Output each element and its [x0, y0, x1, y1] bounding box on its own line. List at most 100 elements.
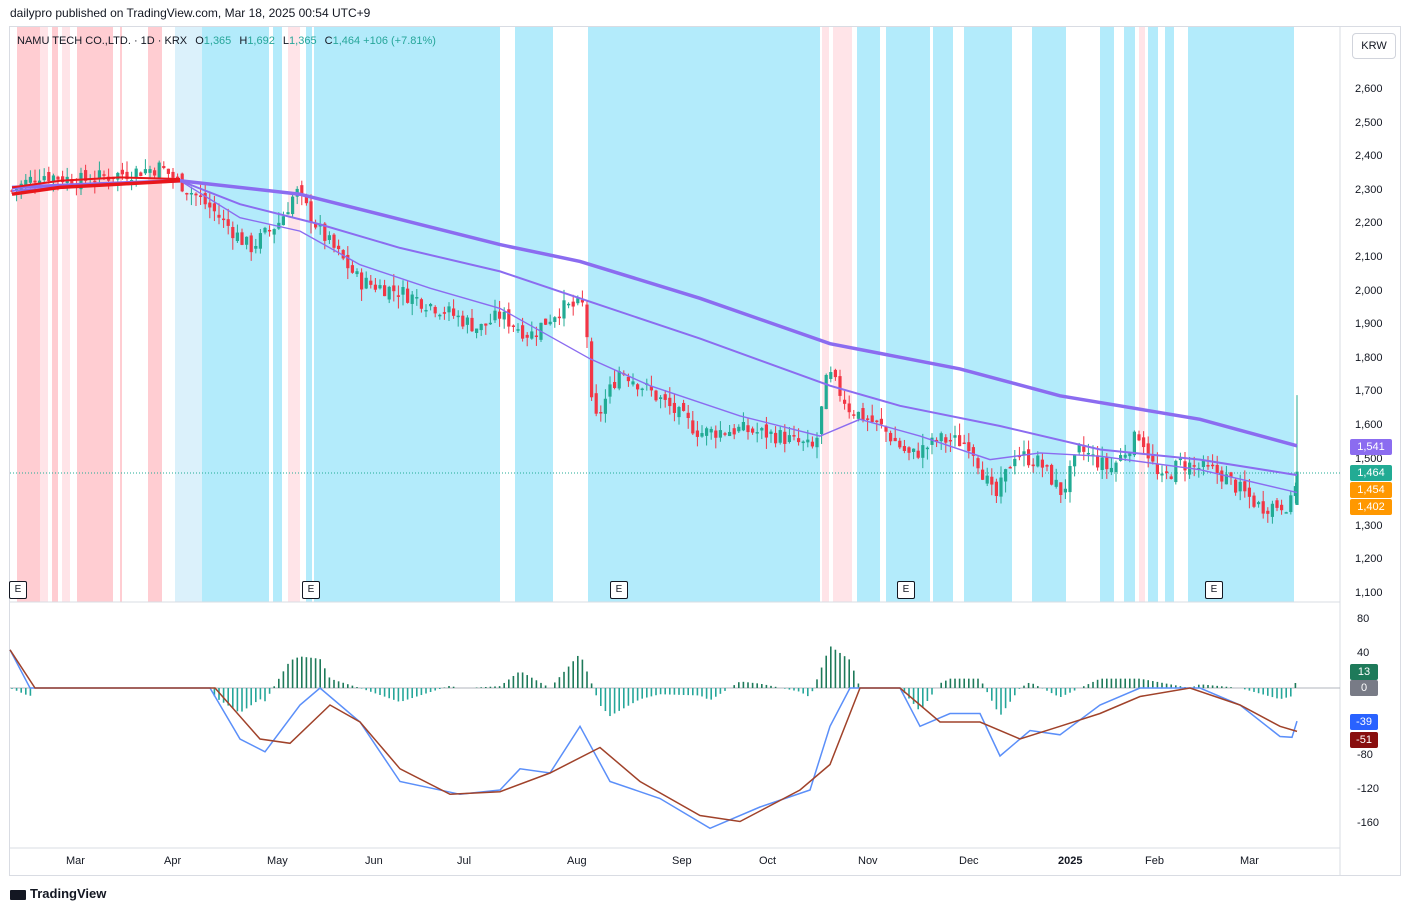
candle-body — [958, 435, 962, 447]
candle-body — [396, 295, 400, 297]
candle-body — [1169, 476, 1173, 479]
candle-body — [51, 175, 55, 183]
candle-body — [764, 424, 768, 438]
candle-body — [281, 216, 285, 226]
candle-body — [429, 303, 433, 307]
candle-body — [861, 408, 865, 421]
candle-body — [143, 169, 147, 174]
candle-body — [907, 447, 911, 453]
regime-band — [964, 27, 1012, 602]
candle-body — [258, 233, 262, 249]
candle-body — [337, 245, 341, 250]
currency-button[interactable]: KRW — [1352, 33, 1396, 59]
earnings-marker[interactable]: E — [897, 581, 915, 599]
candle-body — [364, 277, 368, 289]
candle-body — [1077, 444, 1081, 453]
osc-tag: 0 — [1350, 680, 1378, 696]
candle-body — [778, 430, 782, 443]
candle-body — [268, 229, 272, 232]
candle-body — [1257, 502, 1261, 505]
candle-body — [691, 420, 695, 434]
price-tick-label: 2,000 — [1355, 284, 1383, 297]
price-tick-label: 2,100 — [1355, 251, 1383, 263]
candle-body — [884, 426, 888, 432]
candle-body — [10, 190, 14, 192]
price-tick-label: 1,200 — [1355, 553, 1383, 566]
candle-body — [355, 271, 359, 275]
candle-body — [189, 192, 193, 195]
regime-band — [40, 27, 48, 602]
candle-body — [553, 317, 557, 322]
candle-body — [902, 446, 906, 451]
regime-band — [1165, 27, 1174, 602]
candle-body — [760, 428, 764, 431]
price-tick-label: 2,500 — [1355, 116, 1383, 129]
price-tag: 1,464 — [1350, 465, 1392, 481]
candle-body — [585, 304, 589, 338]
regime-band — [822, 27, 829, 602]
price-tick-label: 1,300 — [1355, 519, 1383, 532]
candle-body — [1050, 464, 1054, 485]
candle-body — [1280, 504, 1284, 511]
candle-body — [1238, 481, 1242, 492]
regime-band — [933, 27, 953, 602]
time-tick-label: Aug — [567, 855, 587, 867]
candle-body — [912, 448, 916, 452]
candle-body — [990, 476, 994, 485]
candle-body — [226, 219, 230, 226]
candle-body — [806, 439, 810, 443]
candle-body — [93, 180, 97, 183]
candle-body — [654, 390, 658, 401]
candle-body — [1031, 464, 1035, 467]
candle-body — [705, 428, 709, 436]
candle-body — [981, 469, 985, 480]
candle-body — [56, 176, 60, 180]
regime-band — [314, 27, 500, 602]
candle-body — [341, 250, 345, 259]
candle-body — [304, 194, 308, 204]
candle-body — [419, 299, 423, 309]
earnings-marker[interactable]: E — [9, 581, 27, 599]
candle-body — [686, 412, 690, 419]
tradingview-logo[interactable]: TradingView — [10, 886, 106, 901]
candle-body — [171, 171, 175, 178]
candle-body-latest — [1295, 471, 1299, 505]
candle-body — [475, 328, 479, 334]
candle-body — [1109, 467, 1113, 473]
candle-body — [709, 428, 713, 433]
candle-body — [576, 298, 580, 304]
candle-body — [309, 201, 313, 223]
candle-body — [1192, 465, 1196, 467]
candle-body — [42, 176, 46, 181]
symbol-name: NAMU TECH CO.,LTD. — [17, 35, 131, 47]
candle-body — [1100, 457, 1104, 471]
candle-body — [801, 441, 805, 444]
candle-body — [939, 433, 943, 442]
candle-body — [249, 235, 253, 253]
candle-body — [120, 169, 124, 175]
candle-body — [153, 170, 157, 176]
earnings-marker[interactable]: E — [302, 581, 320, 599]
candle-body — [116, 172, 120, 180]
candle-body — [746, 425, 750, 433]
candle-body — [185, 192, 189, 195]
candle-body — [507, 309, 511, 327]
candle-body — [70, 179, 74, 186]
candle-body — [714, 430, 718, 438]
earnings-marker[interactable]: E — [1205, 581, 1223, 599]
candle-body — [511, 325, 515, 327]
candle-body — [452, 308, 456, 316]
red-ma-fast-line — [11, 176, 181, 189]
red-ma-line — [11, 178, 181, 196]
regime-band — [62, 27, 70, 602]
regime-band — [17, 27, 40, 602]
time-tick-label: Nov — [858, 855, 878, 867]
regime-band — [175, 27, 202, 602]
earnings-marker[interactable]: E — [610, 581, 628, 599]
candle-body — [438, 314, 442, 317]
candle-body — [424, 309, 428, 312]
candle-body — [534, 335, 538, 338]
symbol-exchange: KRX — [164, 35, 188, 47]
candle-body — [401, 287, 405, 295]
